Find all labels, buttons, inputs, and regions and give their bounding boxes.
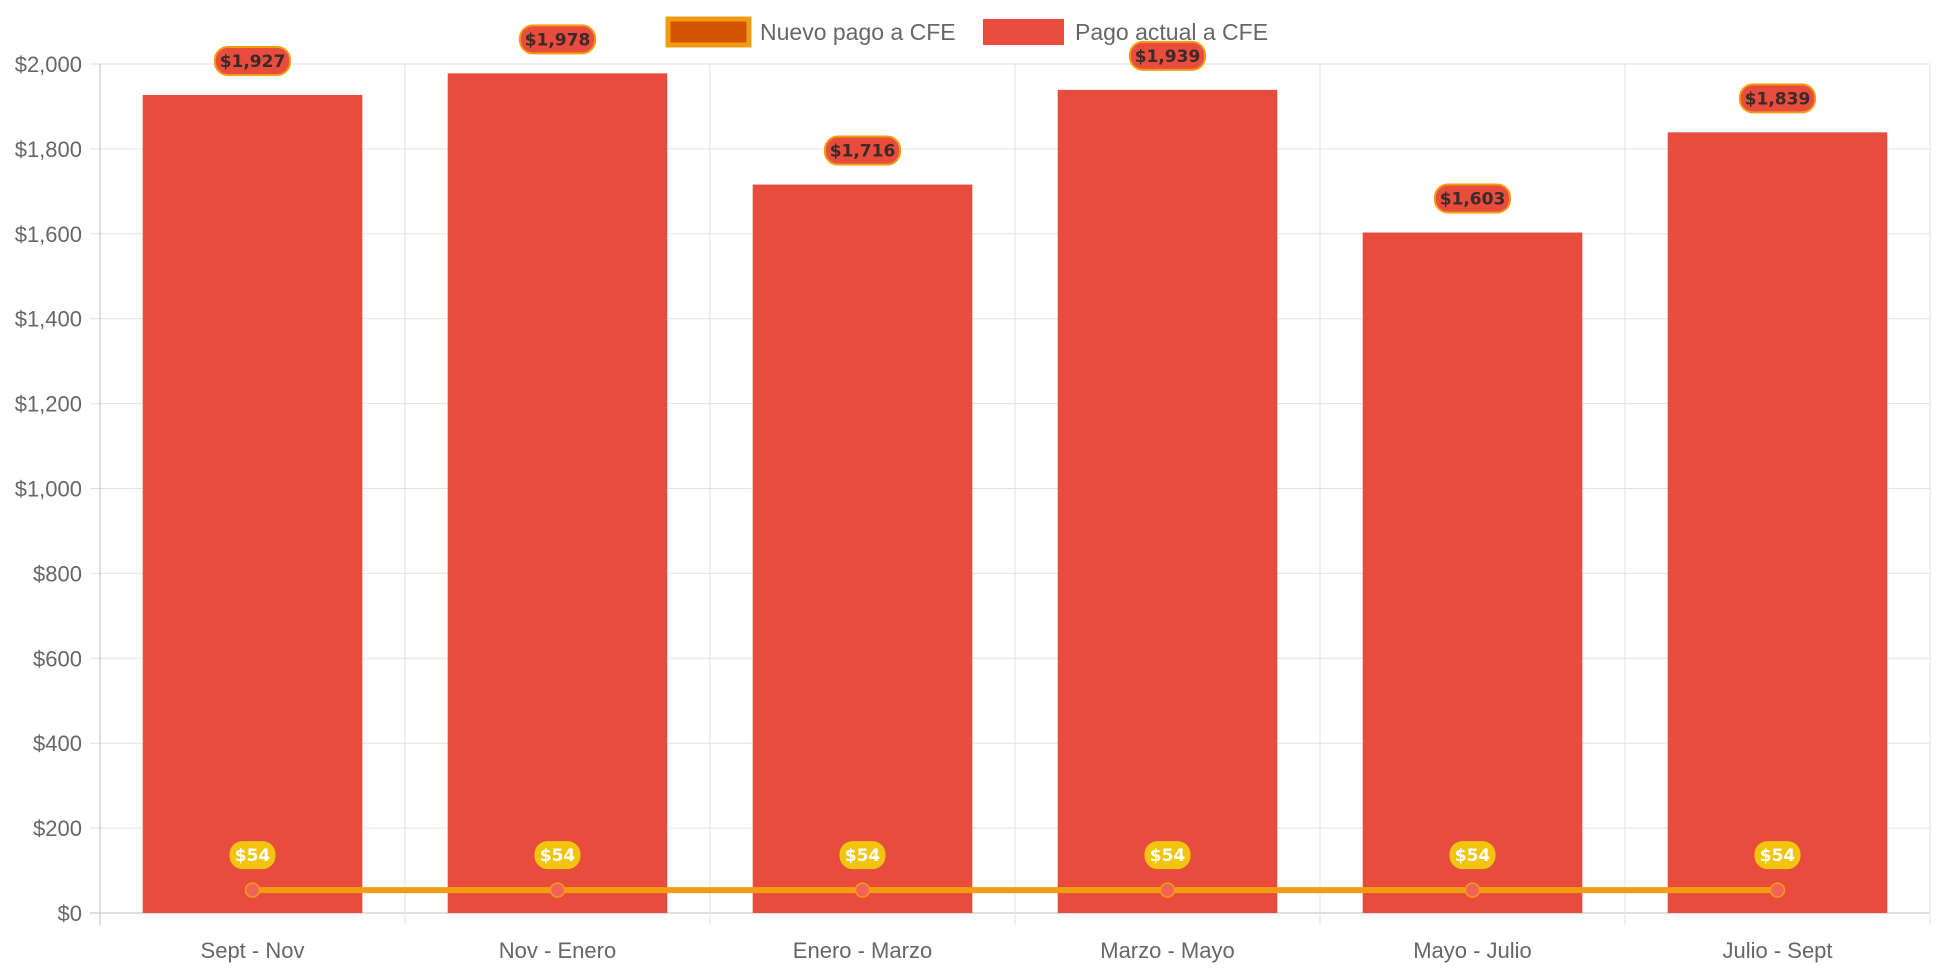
x-tick-label: Mayo - Julio	[1413, 938, 1532, 963]
y-tick-label: $1,400	[15, 307, 82, 332]
grid	[90, 63, 1931, 925]
axes: $0 $200 $400 $600 $800 $1,000 $1,200 $1,400 $1,6…	[15, 52, 1833, 963]
y-tick-label: $200	[33, 816, 82, 841]
bar	[752, 184, 973, 914]
y-tick-label: $1,800	[15, 137, 82, 162]
line-value-badge	[229, 841, 276, 870]
bar-value-badge	[1433, 183, 1512, 214]
bar	[1057, 89, 1278, 913]
bar	[447, 73, 668, 914]
line-value-badge	[839, 841, 886, 870]
x-tick-label: Marzo - Mayo	[1100, 938, 1234, 963]
line-point	[1159, 882, 1176, 898]
bar-series	[142, 73, 1888, 914]
line-value-badge	[534, 841, 581, 870]
legend: Nuevo pago a CFE Pago actual a CFE	[665, 16, 1268, 48]
bar-value-label: $1,978	[525, 30, 591, 50]
bar-value-label: $1,716	[830, 142, 896, 162]
x-tick-label: Enero - Marzo	[793, 938, 932, 963]
bar-value-label: $1,927	[220, 52, 286, 72]
bar-value-badge	[823, 135, 902, 166]
bar-value-badge	[518, 24, 597, 55]
line-value-label: $54	[1150, 846, 1186, 866]
bar	[1667, 132, 1888, 914]
line-point	[549, 882, 566, 898]
legend-swatch-nuevo-pago[interactable]	[665, 16, 752, 48]
legend-label-pago-actual[interactable]: Pago actual a CFE	[1075, 19, 1268, 45]
y-tick-label: $1,200	[15, 392, 82, 417]
bar-value-badge	[1128, 40, 1207, 71]
line-series	[244, 882, 1786, 898]
legend-swatch-pago-actual[interactable]	[983, 19, 1064, 45]
line-value-label: $54	[235, 846, 271, 866]
x-tick-label: Nov - Enero	[499, 938, 616, 963]
x-tick-label: Julio - Sept	[1722, 938, 1832, 963]
bar-value-label: $1,839	[1745, 89, 1811, 109]
bar-value-label: $1,603	[1440, 190, 1506, 210]
line-value-badge	[1754, 841, 1801, 870]
legend-label-nuevo-pago[interactable]: Nuevo pago a CFE	[760, 19, 956, 45]
y-tick-label: $1,000	[15, 477, 82, 502]
line-value-badge	[1144, 841, 1191, 870]
y-tick-label: $800	[33, 561, 82, 586]
line-point	[1464, 882, 1481, 898]
bar-value-badge	[213, 45, 292, 76]
bar	[142, 94, 363, 913]
y-tick-label: $600	[33, 646, 82, 671]
y-tick-label: $1,600	[15, 222, 82, 247]
line-value-label: $54	[845, 846, 881, 866]
line-point	[854, 882, 871, 898]
x-tick-label: Sept - Nov	[201, 938, 305, 963]
data-labels: $1,927 $1,978 $1,716 $1,939 $1,603 $1,839 $54 $…	[213, 24, 1817, 870]
y-tick-label: $2,000	[15, 52, 82, 77]
line-point	[244, 882, 261, 898]
y-tick-label: $0	[58, 901, 82, 926]
bar	[1362, 232, 1583, 914]
line-value-label: $54	[540, 846, 576, 866]
line-value-badge	[1449, 841, 1496, 870]
bar-value-badge	[1738, 83, 1817, 114]
line-point	[1769, 882, 1786, 898]
line-value-label: $54	[1760, 846, 1796, 866]
line-value-label: $54	[1455, 846, 1491, 866]
y-tick-label: $400	[33, 731, 82, 756]
bar-value-label: $1,939	[1135, 47, 1201, 67]
